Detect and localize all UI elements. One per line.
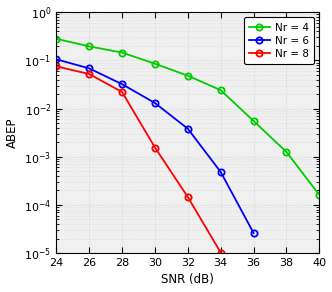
X-axis label: SNR (dB): SNR (dB): [161, 273, 214, 286]
Nr = 8: [153, 146, 157, 149]
Nr = 4: [186, 74, 190, 77]
Y-axis label: ABEP: ABEP: [6, 117, 19, 148]
Nr = 8: [219, 251, 223, 254]
Nr = 6: [87, 67, 91, 70]
Nr = 4: [252, 119, 256, 123]
Nr = 8: [87, 72, 91, 76]
Line: Nr = 6: Nr = 6: [53, 56, 257, 236]
Nr = 4: [317, 193, 321, 197]
Nr = 4: [54, 37, 58, 41]
Legend: Nr = 4, Nr = 6, Nr = 8: Nr = 4, Nr = 6, Nr = 8: [244, 17, 314, 64]
Nr = 8: [186, 195, 190, 199]
Nr = 6: [120, 82, 124, 86]
Line: Nr = 4: Nr = 4: [53, 36, 322, 198]
Nr = 8: [54, 65, 58, 68]
Nr = 4: [153, 62, 157, 65]
Nr = 4: [120, 51, 124, 54]
Nr = 4: [87, 45, 91, 48]
Line: Nr = 8: Nr = 8: [53, 63, 224, 256]
Nr = 4: [219, 88, 223, 92]
Nr = 4: [285, 150, 289, 154]
Nr = 6: [153, 101, 157, 105]
Nr = 6: [219, 170, 223, 174]
Nr = 6: [186, 127, 190, 131]
Nr = 8: [120, 90, 124, 94]
Nr = 6: [54, 58, 58, 61]
Nr = 6: [252, 231, 256, 235]
